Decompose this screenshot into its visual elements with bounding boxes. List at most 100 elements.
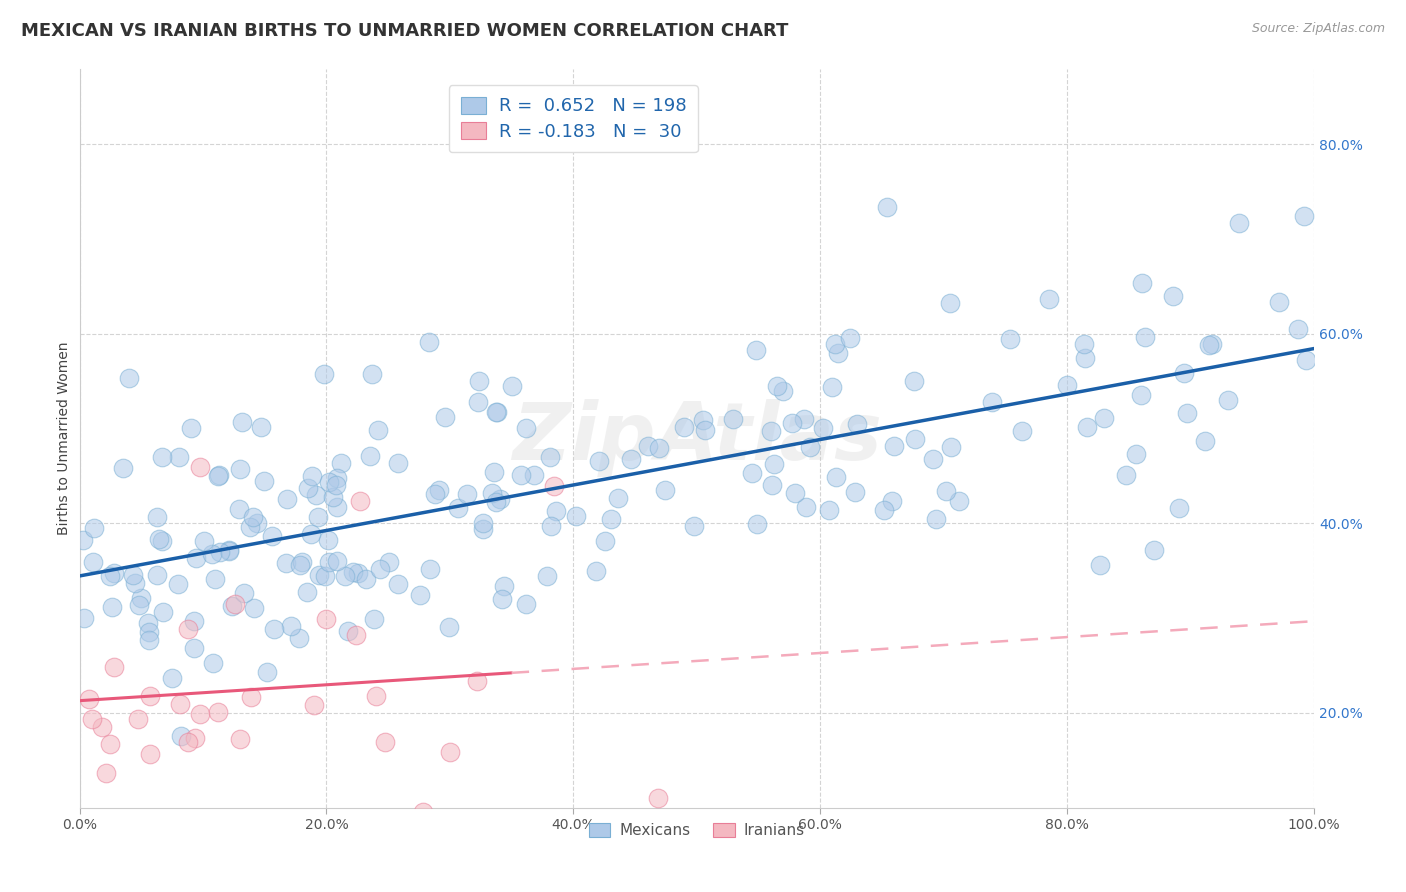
Point [1194,434,1216,448]
Point [1038,293,1060,307]
Point [538,450,561,464]
Point [260,528,283,542]
Point [364,689,387,703]
Point [692,413,714,427]
Point [1167,500,1189,515]
Point [1201,336,1223,351]
Point [824,470,846,484]
Point [387,577,409,591]
Point [447,500,470,515]
Point [177,735,200,749]
Point [780,416,803,430]
Point [723,411,745,425]
Text: ZipAtlas: ZipAtlas [512,399,882,477]
Point [263,622,285,636]
Point [1292,209,1315,223]
Point [536,569,558,583]
Point [1227,217,1250,231]
Point [599,512,621,526]
Point [315,612,337,626]
Point [124,576,146,591]
Point [201,656,224,670]
Point [162,671,184,685]
Point [218,543,240,558]
Point [242,510,264,524]
Point [515,421,537,435]
Point [501,379,523,393]
Point [585,564,607,578]
Point [824,337,846,351]
Point [1198,337,1220,351]
Point [228,501,250,516]
Point [150,534,173,549]
Point [82,555,104,569]
Point [844,485,866,500]
Point [793,412,815,426]
Point [620,451,643,466]
Point [540,518,562,533]
Point [1073,337,1095,351]
Point [1218,392,1240,407]
Point [491,591,513,606]
Point [253,474,276,488]
Point [456,487,478,501]
Point [322,490,344,504]
Point [295,585,318,599]
Point [200,547,222,561]
Point [326,500,349,514]
Point [90,720,112,734]
Point [318,475,340,489]
Point [146,509,169,524]
Point [138,632,160,647]
Point [316,533,339,548]
Point [152,605,174,619]
Point [138,625,160,640]
Point [305,488,328,502]
Point [73,611,96,625]
Point [683,519,706,533]
Point [363,612,385,626]
Point [880,494,903,508]
Point [471,516,494,530]
Point [177,622,200,636]
Point [588,453,610,467]
Point [146,568,169,582]
Point [510,468,533,483]
Point [184,551,207,566]
Point [412,805,434,820]
Point [127,712,149,726]
Point [745,516,768,531]
Point [673,419,696,434]
Point [1173,366,1195,380]
Point [433,409,456,424]
Point [1163,289,1185,303]
Point [136,615,159,630]
Point [465,673,488,688]
Point [1090,558,1112,572]
Point [883,439,905,453]
Point [423,487,446,501]
Point [117,371,139,385]
Point [139,747,162,761]
Point [745,343,768,357]
Point [838,331,860,345]
Point [314,569,336,583]
Point [77,692,100,706]
Point [290,558,312,573]
Point [208,468,231,483]
Point [564,508,586,523]
Point [314,367,336,381]
Point [1011,424,1033,438]
Point [1133,330,1156,344]
Text: Source: ZipAtlas.com: Source: ZipAtlas.com [1251,22,1385,36]
Point [763,457,786,471]
Point [276,492,298,507]
Point [606,491,628,505]
Point [337,624,360,638]
Point [471,522,494,536]
Point [299,526,322,541]
Point [347,566,370,580]
Point [170,730,193,744]
Point [368,561,391,575]
Point [439,620,461,634]
